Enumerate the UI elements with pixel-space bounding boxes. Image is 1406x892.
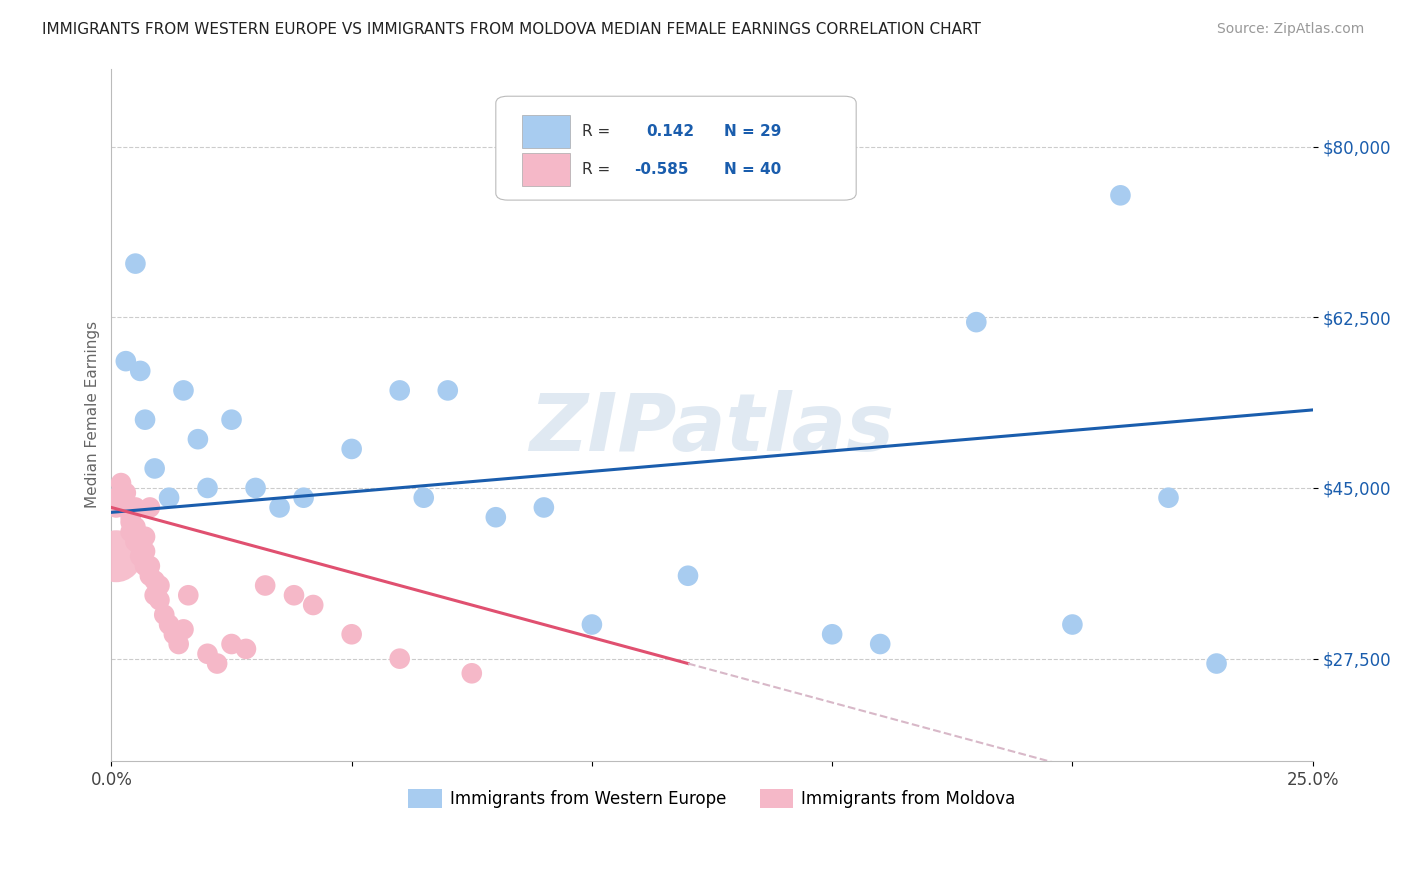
Point (461, 666, 484, 681)
Point (148, 578, 170, 592)
Point (143, 574, 166, 588)
Point (173, 384, 195, 398)
Point (114, 500, 136, 515)
Text: N = 29: N = 29 (724, 124, 782, 139)
Text: R =: R = (582, 162, 610, 178)
Point (143, 461, 166, 475)
Point (114, 486, 136, 500)
Point (1157, 491, 1180, 505)
Point (139, 500, 162, 515)
Point (153, 607, 176, 622)
Point (245, 481, 267, 495)
FancyBboxPatch shape (496, 96, 856, 200)
Point (124, 257, 146, 271)
Text: R =: R = (582, 124, 610, 139)
Point (173, 623, 195, 637)
Point (676, 568, 699, 582)
Point (105, 491, 128, 505)
Point (157, 491, 180, 505)
Text: 0.142: 0.142 (645, 124, 695, 139)
Point (187, 432, 209, 446)
Point (340, 627, 363, 641)
Point (221, 412, 243, 426)
Point (205, 657, 228, 671)
Point (1205, 657, 1227, 671)
Point (485, 510, 508, 524)
Point (269, 500, 291, 515)
Point (124, 500, 146, 515)
Point (197, 647, 219, 661)
Point (197, 481, 219, 495)
Point (340, 442, 363, 456)
Point (1109, 188, 1132, 202)
Point (177, 588, 200, 602)
Point (302, 598, 325, 612)
Text: N = 40: N = 40 (724, 162, 782, 178)
Point (120, 515, 142, 529)
Point (143, 588, 166, 602)
Point (148, 593, 170, 607)
Y-axis label: Median Female Earnings: Median Female Earnings (86, 321, 100, 508)
Point (533, 500, 555, 515)
Point (134, 412, 156, 426)
Point (105, 491, 128, 505)
Point (965, 315, 987, 329)
Point (221, 637, 243, 651)
Point (134, 544, 156, 558)
Point (129, 549, 152, 564)
Point (1062, 617, 1084, 632)
Point (134, 530, 156, 544)
Point (129, 540, 152, 554)
Point (581, 617, 603, 632)
Text: IMMIGRANTS FROM WESTERN EUROPE VS IMMIGRANTS FROM MOLDOVA MEDIAN FEMALE EARNINGS: IMMIGRANTS FROM WESTERN EUROPE VS IMMIGR… (42, 22, 981, 37)
Point (139, 568, 162, 582)
FancyBboxPatch shape (522, 115, 571, 148)
Point (124, 534, 146, 549)
Point (292, 491, 315, 505)
Point (388, 384, 411, 398)
Point (412, 491, 434, 505)
Point (235, 641, 257, 656)
Point (129, 364, 152, 378)
Text: ZIPatlas: ZIPatlas (530, 390, 894, 467)
Point (436, 384, 458, 398)
Point (114, 354, 136, 368)
Point (139, 559, 162, 574)
Point (254, 578, 277, 592)
Point (105, 549, 128, 564)
Point (163, 627, 186, 641)
Point (821, 627, 844, 641)
Text: -0.585: -0.585 (634, 162, 689, 178)
Point (167, 637, 190, 651)
Point (120, 524, 142, 539)
Point (869, 637, 891, 651)
FancyBboxPatch shape (522, 153, 571, 186)
Point (110, 476, 132, 491)
Point (124, 520, 146, 534)
Point (110, 491, 132, 505)
Point (105, 500, 128, 515)
Point (157, 617, 180, 632)
Point (120, 510, 142, 524)
Point (134, 559, 156, 574)
Legend: Immigrants from Western Europe, Immigrants from Moldova: Immigrants from Western Europe, Immigran… (402, 782, 1022, 815)
Point (283, 588, 305, 602)
Point (388, 651, 411, 665)
Text: Source: ZipAtlas.com: Source: ZipAtlas.com (1216, 22, 1364, 37)
